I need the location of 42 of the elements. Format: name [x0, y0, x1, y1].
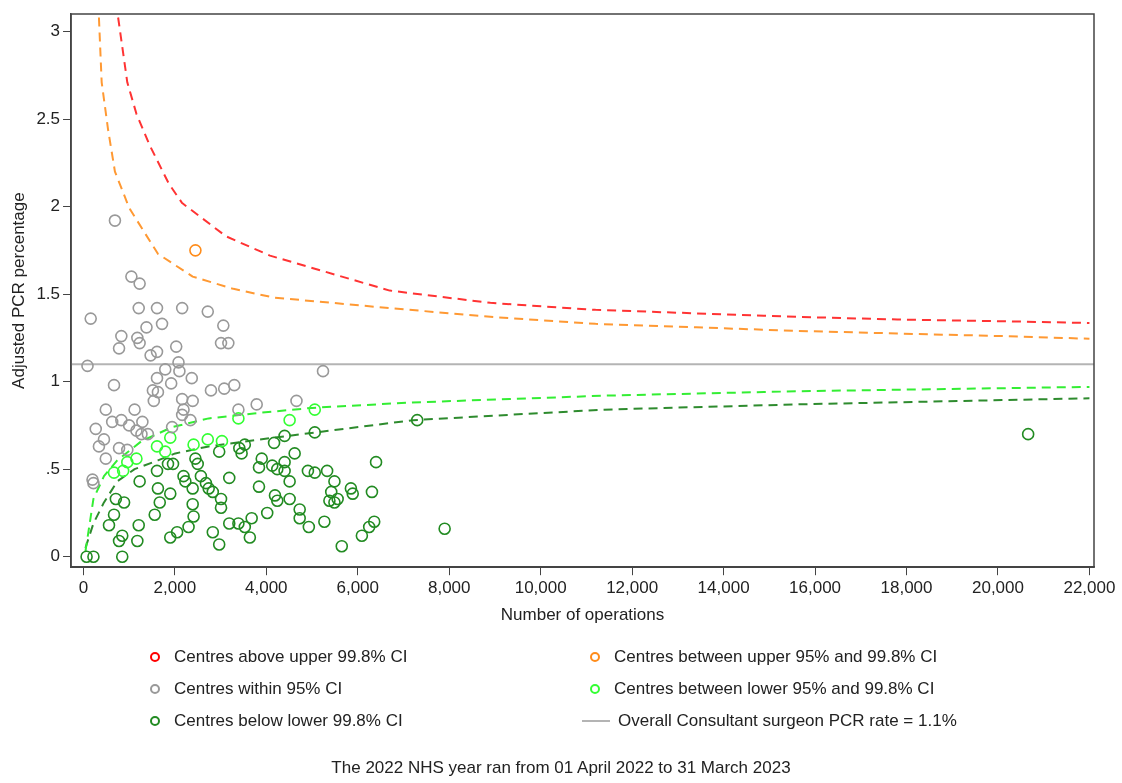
- y-tick-label: 2.5: [36, 108, 61, 128]
- y-tick-label: 0: [50, 546, 61, 566]
- y-axis-title: Adjusted PCR percentage: [8, 192, 28, 389]
- point: [308, 403, 322, 416]
- point: [283, 413, 296, 427]
- x-tick-label: 6,000: [336, 578, 380, 598]
- y-tick-label: 1: [50, 371, 61, 391]
- legend-label: Centres between lower 95% and 99.8% CI: [614, 679, 935, 699]
- point: [107, 466, 121, 479]
- point: [201, 433, 215, 446]
- text: The 2022 NHS year ran from 01 April 2022 to 31 March 2023: [330, 758, 792, 778]
- y-tick-label: 1.5: [36, 283, 61, 303]
- point: [150, 440, 164, 453]
- x-tick-label: 8,000: [427, 578, 471, 598]
- y-tick-label: 2: [50, 196, 61, 216]
- point: [232, 412, 245, 425]
- x-tick-label: 20,000: [971, 578, 1024, 598]
- x-tick-label: 4,000: [245, 578, 288, 598]
- point: [215, 434, 229, 448]
- x-tick-label: 0: [78, 578, 89, 598]
- legend-label: Centres below lower 99.8% CI: [174, 711, 403, 731]
- point: [120, 455, 134, 469]
- point: [163, 431, 177, 444]
- x-tick-label: 16,000: [789, 578, 842, 598]
- point: [130, 452, 143, 465]
- y-tick-label: .5: [45, 458, 61, 478]
- point: [187, 438, 200, 451]
- point: [189, 244, 202, 257]
- legend-label: Centres above upper 99.8% CI: [174, 647, 408, 667]
- x-tick-label: 2,000: [153, 578, 197, 598]
- x-tick-label: 18,000: [880, 578, 933, 598]
- point: [158, 445, 172, 458]
- x-tick-label: 12,000: [606, 578, 659, 598]
- y-tick-label: 3: [50, 21, 61, 41]
- point: [116, 464, 130, 478]
- x-tick-label: 22,000: [1063, 578, 1116, 598]
- x-axis-title: Number of operations: [500, 605, 665, 625]
- legend-label: Centres within 95% CI: [174, 679, 343, 699]
- x-tick-label: 10,000: [514, 578, 567, 598]
- legend-label: Overall Consultant surgeon PCR rate = 1.1%: [618, 711, 957, 731]
- legend-label: Centres between upper 95% and 99.8% CI: [614, 647, 938, 667]
- x-tick-label: 14,000: [697, 578, 750, 598]
